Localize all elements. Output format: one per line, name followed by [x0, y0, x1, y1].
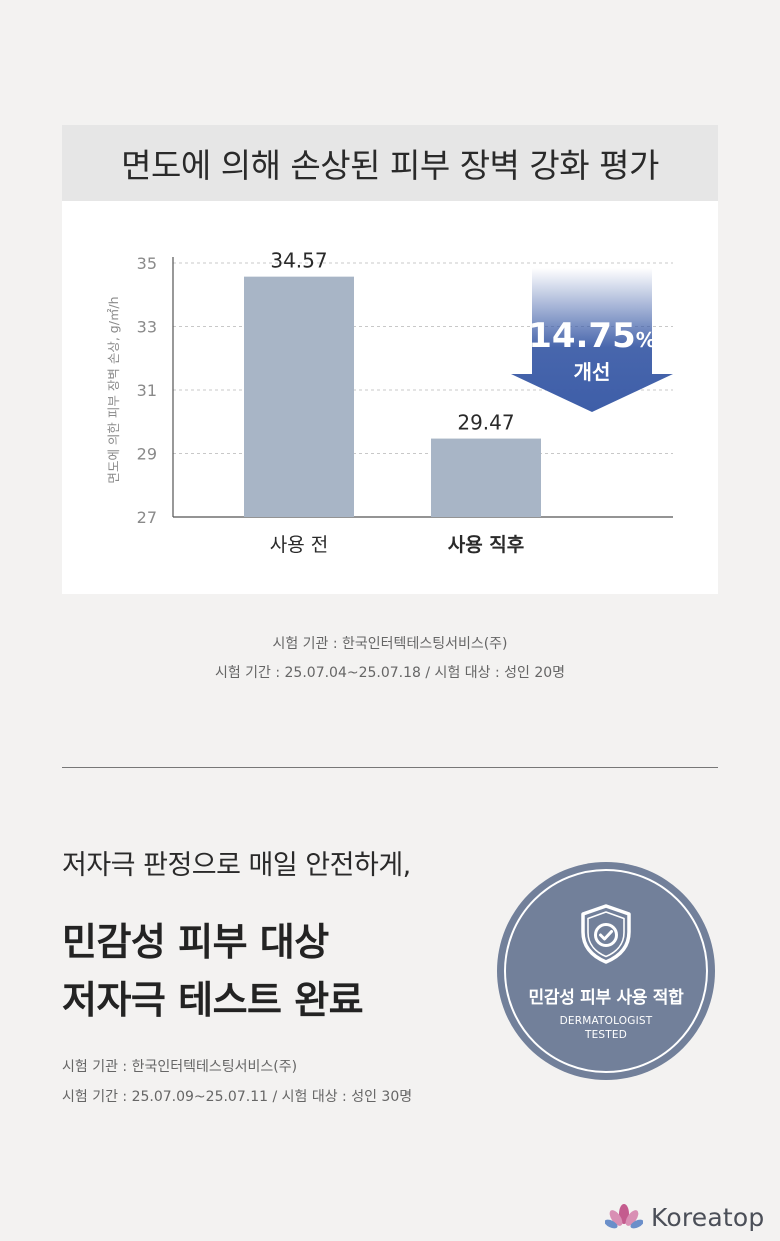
brand-logo: Koreatop	[605, 1200, 764, 1234]
badge-title: 민감성 피부 사용 적합	[528, 988, 684, 1008]
dermatologist-badge: 민감성 피부 사용 적합 DERMATOLOGIST TESTED	[497, 862, 715, 1080]
shield-check-icon	[581, 904, 631, 964]
chart-title: 면도에 의해 손상된 피부 장벽 강화 평가	[121, 146, 659, 185]
headline-line2: 저자극 테스트 완료	[62, 978, 364, 1022]
test-org-2: 시험 기관 : 한국인터텍테스팅서비스(주)	[62, 1059, 298, 1075]
bar	[244, 276, 354, 517]
sub-headline: 저자극 판정으로 매일 안전하게,	[62, 850, 411, 881]
lotus-icon	[605, 1204, 643, 1229]
y-tick-label: 35	[137, 254, 157, 273]
improvement-value: 14.75%	[528, 316, 656, 356]
badge-sub-line1: DERMATOLOGIST	[559, 1015, 653, 1027]
test-org-1: 시험 기관 : 한국인터텍테스팅서비스(주)	[272, 636, 508, 652]
y-tick-label: 29	[137, 445, 157, 464]
x-tick-label: 사용 직후	[448, 534, 525, 556]
section-divider	[62, 767, 718, 768]
bar-chart: 27 29 31 33 35 면도에 의한 피부 장벽 손상, g/㎡/h 34.57 사용 …	[106, 249, 673, 556]
y-tick-label: 33	[137, 318, 157, 337]
test-period-2: 시험 기간 : 25.07.09~25.07.11 / 시험 대상 : 성인 3…	[62, 1089, 413, 1105]
data-label: 34.57	[270, 249, 327, 273]
badge-sub-line2: TESTED	[584, 1029, 628, 1041]
y-tick-label: 31	[137, 381, 157, 400]
y-tick-label: 27	[137, 508, 157, 527]
chart-card: 면도에 의해 손상된 피부 장벽 강화 평가 27 29 31 33 35 면도에 의한 …	[62, 125, 718, 594]
y-axis-label: 면도에 의한 피부 장벽 손상, g/㎡/h	[106, 296, 121, 483]
headline-line1: 민감성 피부 대상	[62, 920, 329, 964]
improvement-arrow	[511, 268, 673, 412]
x-tick-label: 사용 전	[270, 534, 328, 556]
chart-header: 면도에 의해 손상된 피부 장벽 강화 평가	[62, 125, 718, 201]
badge-ring	[504, 869, 708, 1073]
bar	[431, 438, 541, 517]
test-period-1: 시험 기간 : 25.07.04~25.07.18 / 시험 대상 : 성인 2…	[214, 665, 566, 681]
data-label: 29.47	[457, 411, 514, 435]
improvement-label: 개선	[574, 360, 611, 384]
brand-name: Koreatop	[651, 1202, 765, 1232]
